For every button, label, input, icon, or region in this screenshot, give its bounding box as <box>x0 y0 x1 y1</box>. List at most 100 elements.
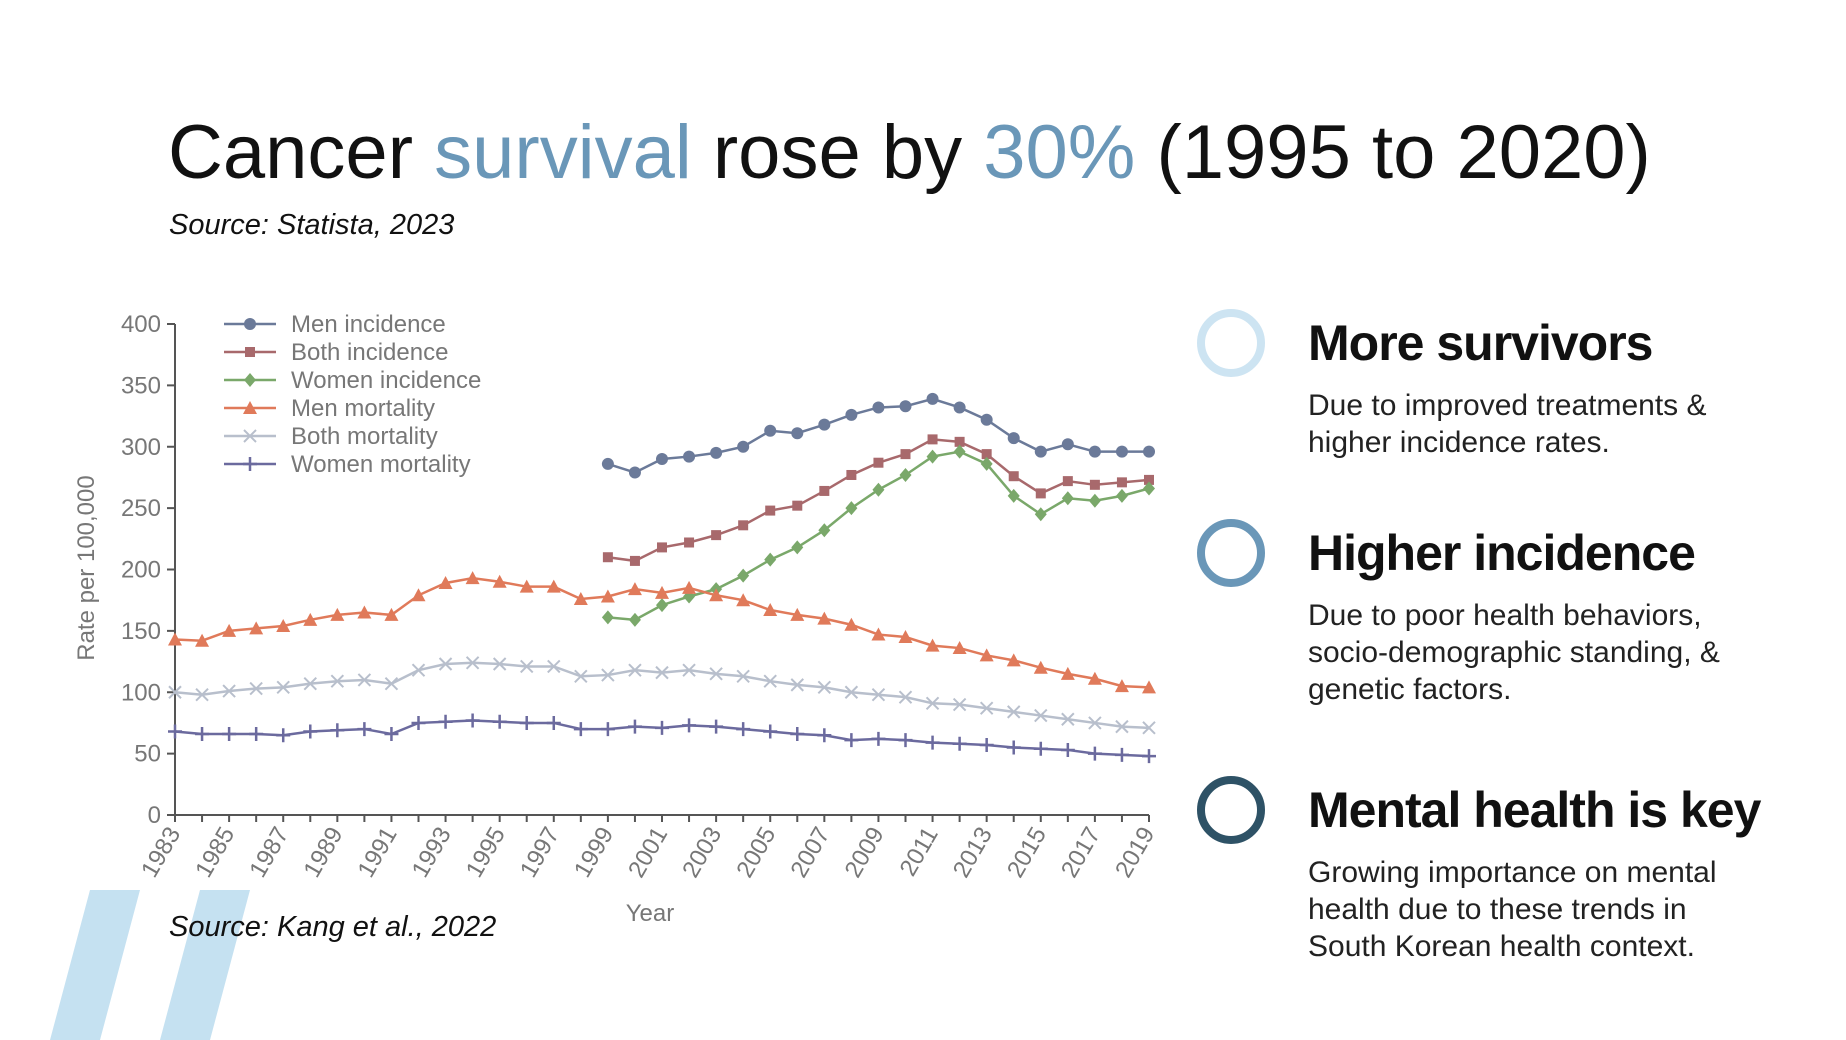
marker <box>763 724 778 739</box>
marker <box>546 579 561 593</box>
title-part: (1995 to 2020) <box>1135 110 1651 195</box>
marker <box>1062 476 1073 487</box>
legend-marker <box>243 429 257 443</box>
marker <box>1142 721 1156 735</box>
marker <box>898 690 913 704</box>
y-tick-label: 150 <box>121 618 161 645</box>
marker <box>168 632 182 646</box>
marker <box>438 714 453 729</box>
marker <box>871 731 886 746</box>
marker <box>628 663 642 677</box>
marker <box>1034 507 1047 522</box>
marker <box>438 657 453 671</box>
marker <box>1007 488 1020 503</box>
marker <box>657 542 667 553</box>
marker <box>276 728 291 743</box>
marker <box>1060 742 1075 757</box>
x-tick-label: 2017 <box>1056 823 1106 883</box>
marker <box>954 436 965 447</box>
marker <box>817 611 832 625</box>
x-tick-label: 2015 <box>1002 823 1052 883</box>
marker <box>627 719 642 734</box>
marker <box>709 588 724 602</box>
marker <box>1116 477 1127 488</box>
title-part: rose by <box>692 110 983 195</box>
legend-label: Women incidence <box>291 367 481 394</box>
marker <box>601 668 615 682</box>
marker <box>627 582 642 596</box>
y-tick-label: 400 <box>121 311 161 338</box>
marker <box>628 466 641 479</box>
marker <box>1035 488 1046 499</box>
marker <box>1088 716 1102 730</box>
marker <box>979 738 994 753</box>
marker <box>1115 488 1128 503</box>
x-tick-label: 2013 <box>948 823 998 883</box>
marker <box>818 418 831 431</box>
marker <box>1061 712 1075 726</box>
marker <box>684 537 695 548</box>
marker <box>791 427 804 440</box>
marker <box>790 607 805 621</box>
marker <box>492 714 507 729</box>
y-tick-label: 250 <box>121 495 161 522</box>
marker <box>710 446 723 459</box>
x-tick-label: 1987 <box>244 823 294 883</box>
y-tick-label: 350 <box>121 372 161 399</box>
point-heading: Mental health is key <box>1308 782 1762 838</box>
marker <box>1144 474 1154 485</box>
legend-label: Both mortality <box>291 423 438 450</box>
marker <box>898 630 913 644</box>
marker <box>764 552 777 567</box>
marker <box>925 735 940 750</box>
marker <box>276 680 290 695</box>
marker <box>628 612 641 627</box>
quote-mark <box>50 890 140 1040</box>
point-text: South Korean health context. <box>1308 930 1695 963</box>
marker <box>1142 749 1156 764</box>
marker <box>979 701 994 715</box>
x-tick-label: 1983 <box>136 823 186 883</box>
marker <box>900 449 911 460</box>
point-text: genetic factors. <box>1308 673 1511 706</box>
marker <box>738 520 749 531</box>
marker <box>952 697 967 712</box>
x-tick-label: 2019 <box>1110 823 1160 883</box>
marker <box>1114 679 1129 693</box>
y-tick-label: 50 <box>134 741 161 768</box>
marker <box>303 676 317 691</box>
y-tick-label: 300 <box>121 434 161 461</box>
marker <box>303 724 318 739</box>
marker <box>736 722 751 737</box>
marker <box>1089 479 1100 490</box>
marker <box>845 501 858 516</box>
legend-label: Women mortality <box>291 451 471 478</box>
marker <box>953 444 966 459</box>
marker <box>520 659 534 674</box>
marker <box>1142 680 1156 694</box>
marker <box>817 680 832 695</box>
marker <box>357 673 372 687</box>
legend-marker <box>243 401 257 414</box>
marker <box>384 607 399 621</box>
marker <box>1034 445 1047 458</box>
marker <box>384 726 399 741</box>
marker <box>763 603 778 617</box>
marker <box>790 678 804 692</box>
marker <box>899 467 912 482</box>
x-tick-label: 1993 <box>407 823 457 883</box>
marker <box>683 450 696 463</box>
marker <box>898 733 913 748</box>
x-tick-label: 2001 <box>623 823 673 883</box>
marker <box>384 676 399 691</box>
marker <box>195 726 210 741</box>
marker <box>737 568 750 583</box>
x-tick-label: 1991 <box>353 823 403 883</box>
point-text: health due to these trends in <box>1308 893 1687 926</box>
marker <box>1008 471 1019 482</box>
marker <box>926 449 939 464</box>
marker <box>925 696 940 711</box>
marker <box>981 449 992 460</box>
marker <box>711 530 722 541</box>
